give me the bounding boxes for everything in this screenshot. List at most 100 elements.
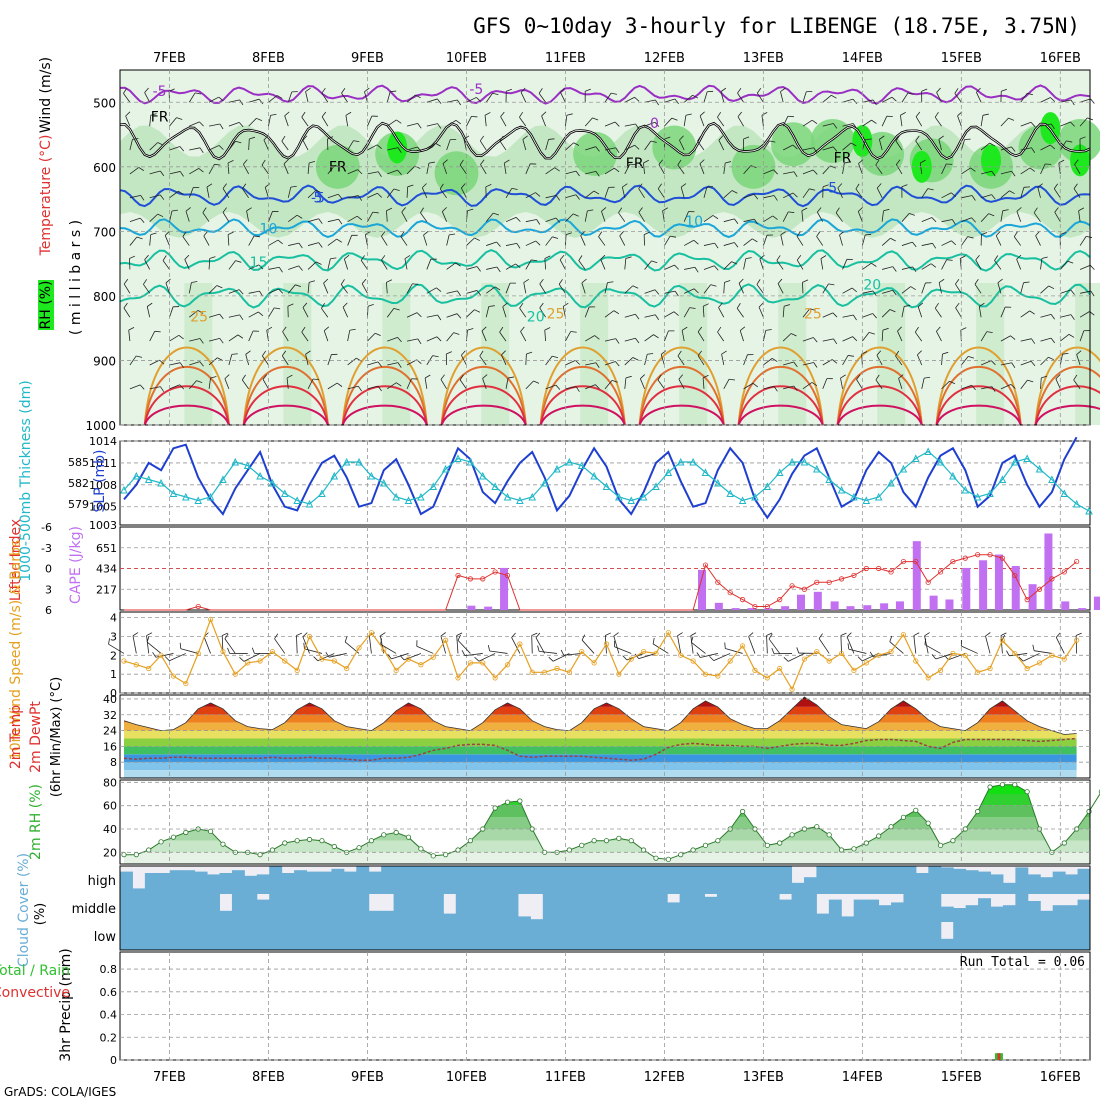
li-marker	[962, 555, 968, 561]
cloud-bar	[654, 894, 668, 922]
cloud-bar	[418, 894, 432, 922]
wind-barb	[1060, 121, 1071, 127]
wind-barb-flag	[210, 376, 217, 379]
wind-barb	[1020, 187, 1025, 198]
cloud-bar	[841, 922, 855, 950]
wind-barb	[585, 335, 595, 342]
li-marker	[888, 569, 894, 575]
thickness-marker	[602, 482, 611, 490]
wind-barb	[149, 331, 156, 342]
wind-barb-flag	[519, 111, 524, 118]
thickness-marker	[1085, 506, 1093, 515]
cloud-bar	[1065, 905, 1079, 922]
contour-label: 25	[547, 307, 565, 323]
wind-barb-flag	[143, 279, 148, 285]
day-label-top: 9FEB	[351, 51, 384, 66]
isotherm-arc	[935, 404, 1022, 426]
wind-barb-flag	[852, 123, 858, 129]
cloud-bar	[194, 922, 208, 950]
wind-barb	[305, 354, 309, 366]
wind-barb	[981, 170, 992, 175]
wind-barb	[287, 187, 292, 198]
li-marker	[913, 558, 919, 565]
wind-barb-flag	[619, 231, 624, 237]
wind-barb	[961, 384, 972, 390]
wind-barb-flag	[654, 314, 660, 320]
wind-barb	[149, 234, 152, 246]
wind-barb	[941, 353, 943, 366]
thickness-marker	[231, 457, 240, 466]
wind-barb-flag	[830, 165, 836, 169]
wind-barb	[677, 164, 685, 175]
wind10m-barb-flag	[548, 656, 554, 662]
temp-band	[124, 722, 1077, 731]
li-marker	[727, 590, 733, 596]
wind-barb-flag	[318, 242, 323, 248]
wind-barb	[286, 377, 289, 389]
cape-bar	[467, 605, 476, 610]
wind-barb	[644, 260, 652, 270]
temp-band	[124, 738, 1077, 747]
isotherm-arc	[935, 346, 1022, 426]
wind-barb-flag	[499, 326, 504, 333]
wind-barb-flag	[831, 94, 837, 99]
thickness-marker	[491, 482, 499, 490]
isotherm-arc	[341, 385, 428, 426]
wind10m-barb-flag	[846, 632, 852, 638]
wind-barb-flag	[1076, 350, 1082, 355]
cloud-bar	[505, 894, 519, 922]
wind-marker	[170, 673, 177, 679]
wind-barb	[421, 187, 428, 198]
thickness-marker	[763, 482, 772, 490]
cape-bar	[863, 605, 872, 610]
wind-barb	[624, 258, 627, 270]
wind-barb-flag	[456, 313, 462, 319]
wind-barb-flag	[154, 330, 161, 333]
wind-marker	[851, 667, 857, 673]
wind-barb-flag	[900, 111, 906, 116]
wind-barb	[917, 306, 923, 318]
isotherm-arc	[440, 404, 527, 426]
wind-barb	[723, 261, 732, 270]
wind-barb-flag	[214, 163, 221, 166]
rh-marker	[356, 845, 362, 851]
wind-barb-flag	[417, 146, 422, 152]
wind-barb-flag	[258, 264, 264, 270]
wind-barb	[268, 211, 273, 222]
isotherm-arc	[737, 404, 824, 426]
wind-barb	[228, 141, 236, 151]
wind-barb-flag	[178, 334, 184, 340]
thickness-marker	[973, 492, 982, 501]
wind-barb-flag	[615, 338, 620, 344]
wind-barb	[149, 194, 161, 199]
wind-barb-flag	[523, 278, 530, 283]
wind-barb	[302, 307, 309, 318]
wind10m-barb-flag	[985, 632, 991, 637]
wind-barb-flag	[488, 305, 495, 307]
wind10m-barb	[1023, 653, 1040, 662]
wind-barb	[624, 163, 631, 175]
wind-barb	[901, 266, 913, 270]
wind-barb-flag	[467, 328, 474, 331]
wind-barb	[1073, 188, 1081, 199]
wind10m-barb	[531, 635, 533, 654]
wind-barb	[822, 146, 834, 151]
cloud-bar	[343, 871, 357, 894]
wind10m-barb-flag	[652, 637, 655, 644]
cloud-bar	[120, 871, 133, 894]
cape-bar	[698, 569, 706, 610]
day-labels: 7FEB7FEB8FEB8FEB9FEB9FEB10FEB10FEB11FEB1…	[153, 51, 1081, 1085]
wind-barb-flag	[692, 94, 699, 99]
cloud-bar	[132, 894, 146, 922]
cloud-bar	[754, 922, 768, 950]
wind-barb-flag	[361, 278, 367, 284]
wind-barb	[743, 354, 748, 366]
day-label-bottom: 12FEB	[644, 1070, 685, 1085]
wind-barb-flag	[714, 265, 719, 271]
wind-barb	[1053, 188, 1061, 199]
wind-barb	[657, 188, 665, 199]
cloud-bar	[928, 894, 942, 922]
wind-marker	[764, 675, 770, 681]
wind-barb	[876, 187, 883, 198]
